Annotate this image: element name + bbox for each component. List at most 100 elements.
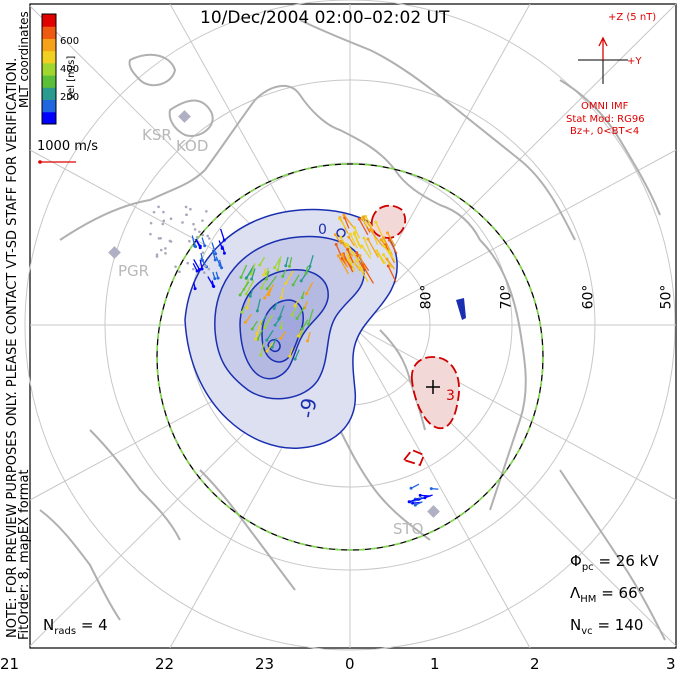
map-title: 10/Dec/2004 02:00–02:02 UT: [200, 8, 450, 28]
velocity-vector: [343, 214, 354, 228]
radar-cell-dot: [201, 233, 205, 237]
radar-label-pgr: PGR: [118, 262, 150, 280]
velocity-vector-origin: [339, 235, 343, 239]
velocity-vector-origin: [249, 272, 253, 276]
velocity-vector-origin: [248, 294, 252, 298]
n-vc-stat: Nvc = 140: [570, 616, 643, 637]
velocity-vector-origin: [429, 487, 433, 491]
velocity-vector-origin: [203, 244, 207, 248]
velocity-vector-origin: [374, 220, 378, 224]
velocity-vector-origin: [218, 263, 222, 267]
velocity-vector-origin: [198, 246, 202, 250]
velocity-vector-origin: [239, 275, 243, 279]
velocity-vector-origin: [245, 306, 249, 310]
velocity-vector: [356, 260, 366, 274]
velocity-vector-origin: [340, 253, 344, 257]
fit-order-note: FitOrder: 8, mapEX format: [17, 469, 32, 640]
reference-vector: [38, 160, 76, 164]
velocity-vector-origin: [222, 251, 226, 255]
velocity-vector: [257, 329, 263, 340]
velocity-vector-origin: [255, 332, 259, 336]
velocity-vector: [386, 258, 396, 270]
velocity-vector: [339, 218, 346, 228]
mlt-tick-2: 2: [530, 655, 540, 673]
n-vc-value: = 140: [597, 616, 644, 634]
velocity-vector-origin: [308, 264, 312, 268]
velocity-vector-origin: [258, 263, 262, 267]
radar-cell-dot: [157, 237, 161, 240]
velocity-vector-origin: [304, 271, 308, 275]
velocity-vector-origin: [200, 267, 204, 271]
velocity-vector-origin: [336, 254, 340, 258]
velocity-vector-origin: [386, 231, 390, 235]
velocity-vector: [334, 234, 342, 245]
velocity-vector: [291, 306, 298, 316]
radar-cell-dot: [164, 247, 167, 250]
radar-label-kod: KOD: [176, 137, 209, 155]
velocity-vector-origin: [288, 354, 292, 358]
velocity-vector: [277, 259, 282, 271]
heppner-maynard-boundary-dash: [156, 163, 544, 551]
velocity-vector-origin: [348, 232, 352, 236]
velocity-vector-origin: [213, 258, 217, 262]
reference-vector-label: 1000 m/s: [37, 139, 99, 154]
velocity-vector-origin: [333, 233, 337, 237]
velocity-vector-origin: [291, 283, 295, 287]
velocity-vector: [361, 264, 374, 284]
radar-cell-dot: [203, 264, 207, 268]
velocity-vector: [266, 342, 274, 352]
velocity-vector: [271, 337, 277, 348]
velocity-vector: [294, 349, 300, 360]
radar-cell-dot: [188, 239, 191, 243]
velocity-vector-origin: [382, 236, 386, 240]
velocity-vector-origin: [260, 286, 264, 290]
velocity-vector: [250, 263, 256, 275]
radar-cell-dot: [198, 230, 201, 234]
velocity-vector-origin: [265, 349, 269, 353]
velocity-vector: [353, 227, 361, 239]
radar-cell-dot: [192, 222, 195, 226]
velocity-vector: [288, 257, 293, 267]
velocity-vector-origin: [358, 254, 362, 258]
radar-cell-dot: [157, 205, 160, 209]
contour-label-3: 3: [446, 388, 455, 404]
velocity-vector-origin: [290, 313, 294, 317]
velocity-vector-origin: [361, 215, 365, 219]
velocity-vector: [193, 259, 201, 270]
velocity-vector-origin: [195, 269, 199, 273]
velocity-vector-origin: [200, 258, 204, 262]
velocity-vector-origin: [306, 339, 310, 343]
velocity-vector-origin: [387, 238, 391, 242]
velocity-vector: [387, 265, 397, 283]
velocity-vector-origin: [250, 327, 254, 331]
velocity-vector: [337, 255, 349, 275]
velocity-vector: [349, 233, 358, 249]
radar-cell-dot: [205, 209, 208, 213]
radar-cell-dot: [164, 252, 167, 255]
colorbar-tick-200: 200: [60, 92, 80, 103]
velocity-vector-origin: [284, 281, 288, 285]
velocity-vector: [259, 256, 266, 266]
velocity-vector-origin: [262, 273, 266, 277]
velocity-vector: [251, 320, 258, 330]
velocity-vector-origin: [245, 276, 249, 280]
velocity-vector-origin: [214, 252, 218, 256]
radar-cell-dot: [174, 265, 177, 268]
imf-source: OMNI IMF: [581, 101, 629, 112]
colorbar-tick-400: 400: [60, 64, 80, 75]
colorbar-segment: [42, 26, 56, 39]
colorbar-tick-600: 600: [60, 36, 80, 47]
velocity-vector-origin: [362, 236, 366, 240]
velocity-vector-origin: [300, 296, 304, 300]
velocity-vector: [296, 306, 305, 319]
colorbar-segment: [42, 50, 56, 64]
velocity-vector-origin: [357, 217, 361, 221]
velocity-vector: [220, 228, 225, 241]
velocity-vectors: [149, 205, 439, 507]
n-rads-symbol: Nrads: [43, 616, 77, 637]
velocity-vector-origin: [379, 238, 383, 242]
radar-cell-dot: [207, 267, 211, 271]
velocity-vector: [353, 234, 360, 247]
velocity-vector-origin: [300, 327, 304, 331]
velocity-vector-origin: [423, 496, 427, 500]
